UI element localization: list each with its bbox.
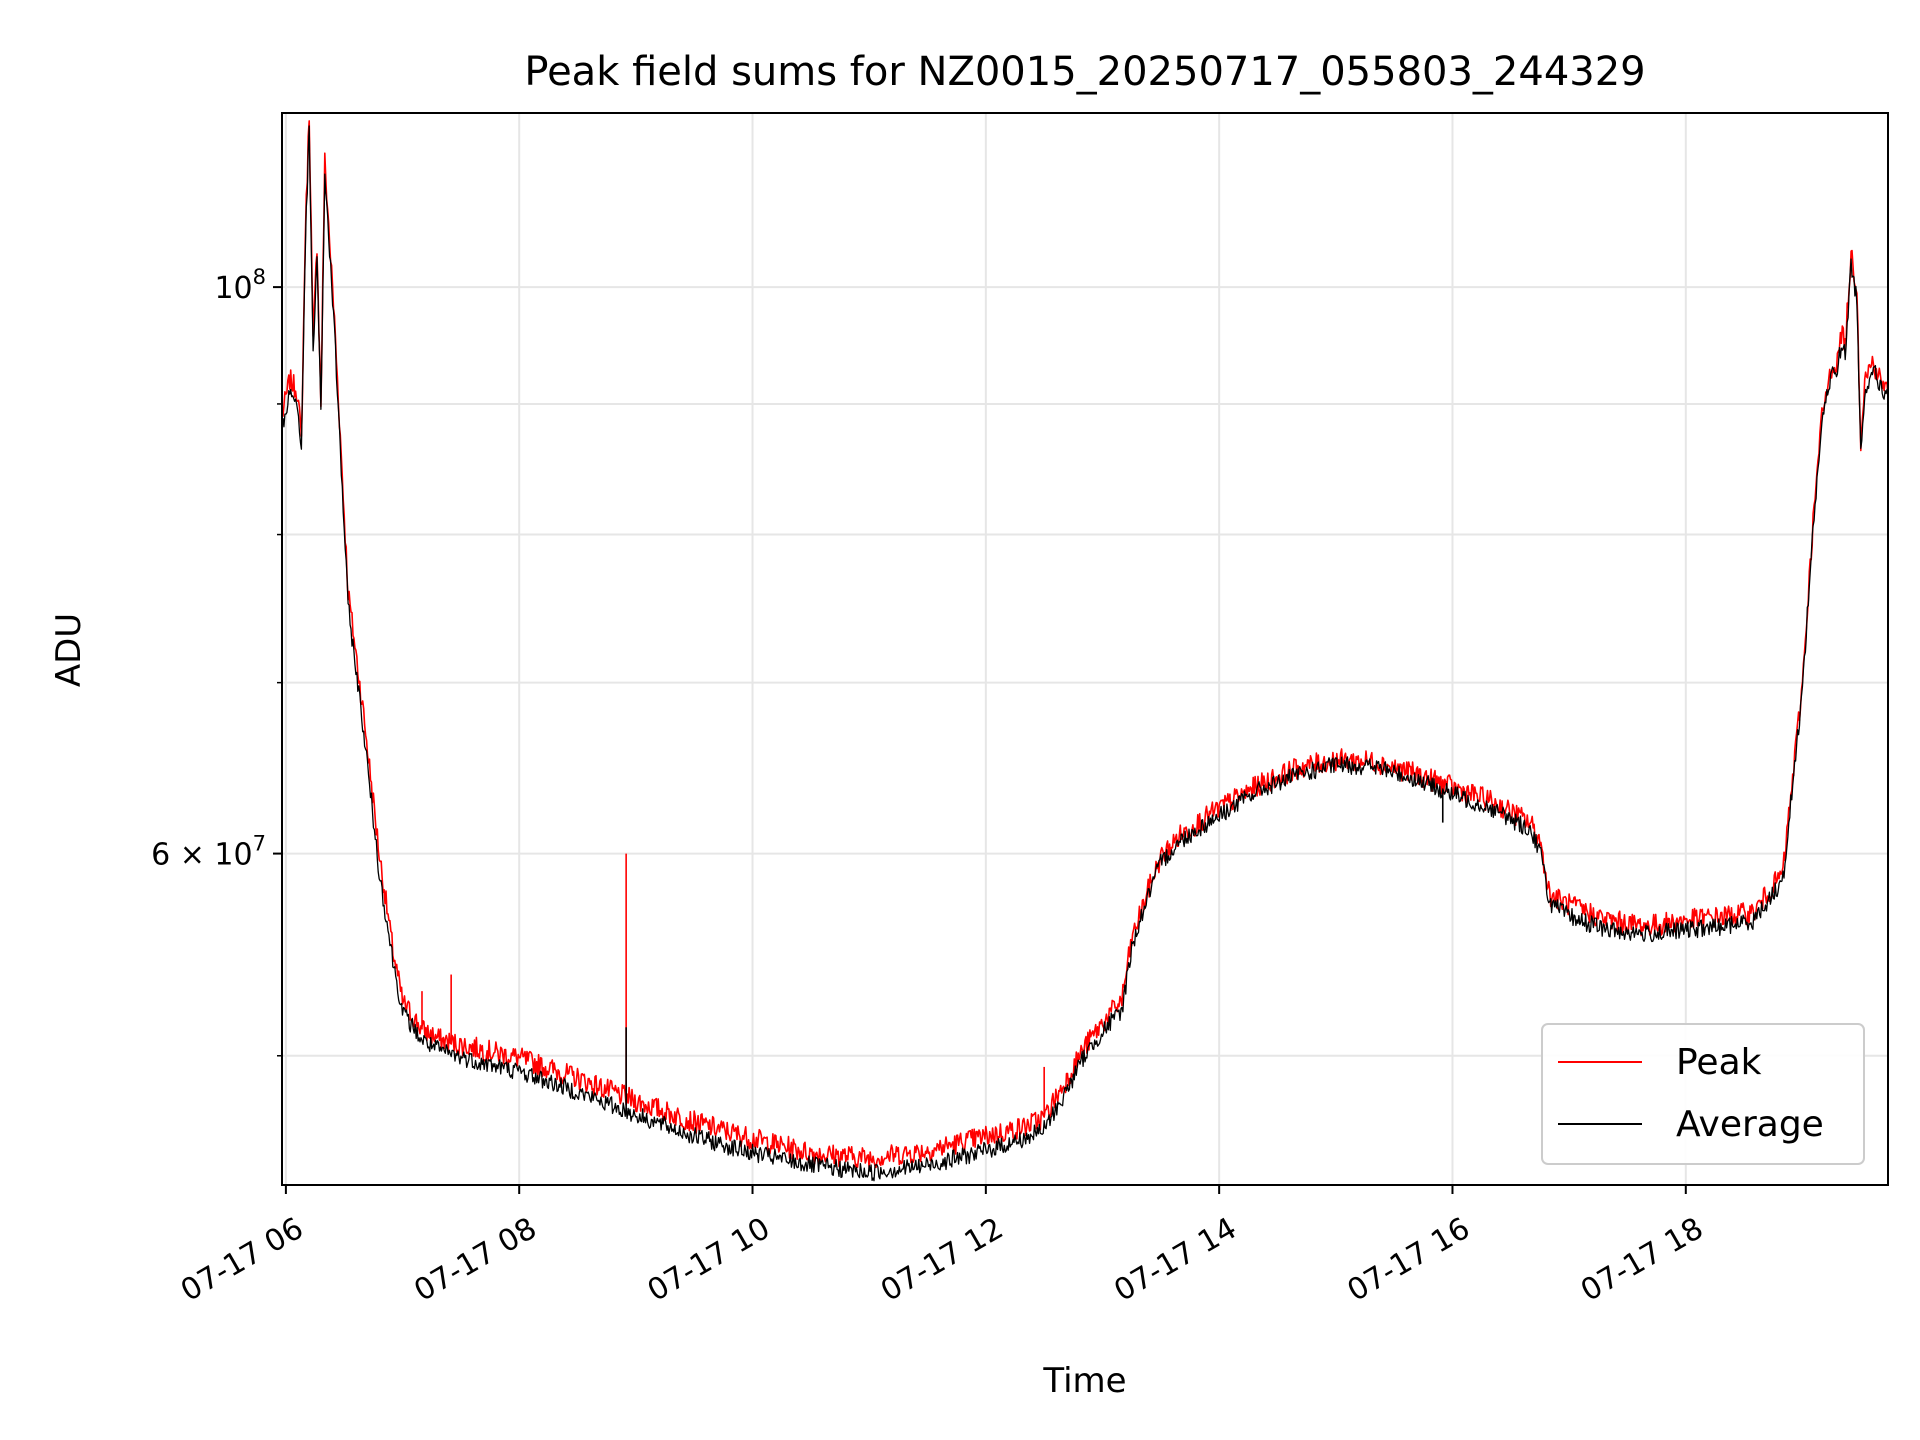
- y-tick-label: 108: [214, 265, 266, 306]
- legend-box: [1541, 1023, 1865, 1165]
- legend-label-average: Average: [1676, 1104, 1824, 1145]
- legend-label-peak: Peak: [1676, 1042, 1762, 1083]
- y-axis-label: ADU: [49, 613, 89, 687]
- series-layer: [281, 120, 1889, 1182]
- x-axis-label: Time: [1042, 1361, 1126, 1401]
- plot-frame: [281, 112, 1889, 1186]
- chart-title: Peak field sums for NZ0015_20250717_0558…: [524, 49, 1645, 95]
- legend: Peak Average: [1541, 1023, 1865, 1165]
- y-tick-label: 6 × 107: [151, 832, 266, 873]
- series-line-peak: [281, 120, 1889, 1170]
- series-line-average: [281, 125, 1889, 1182]
